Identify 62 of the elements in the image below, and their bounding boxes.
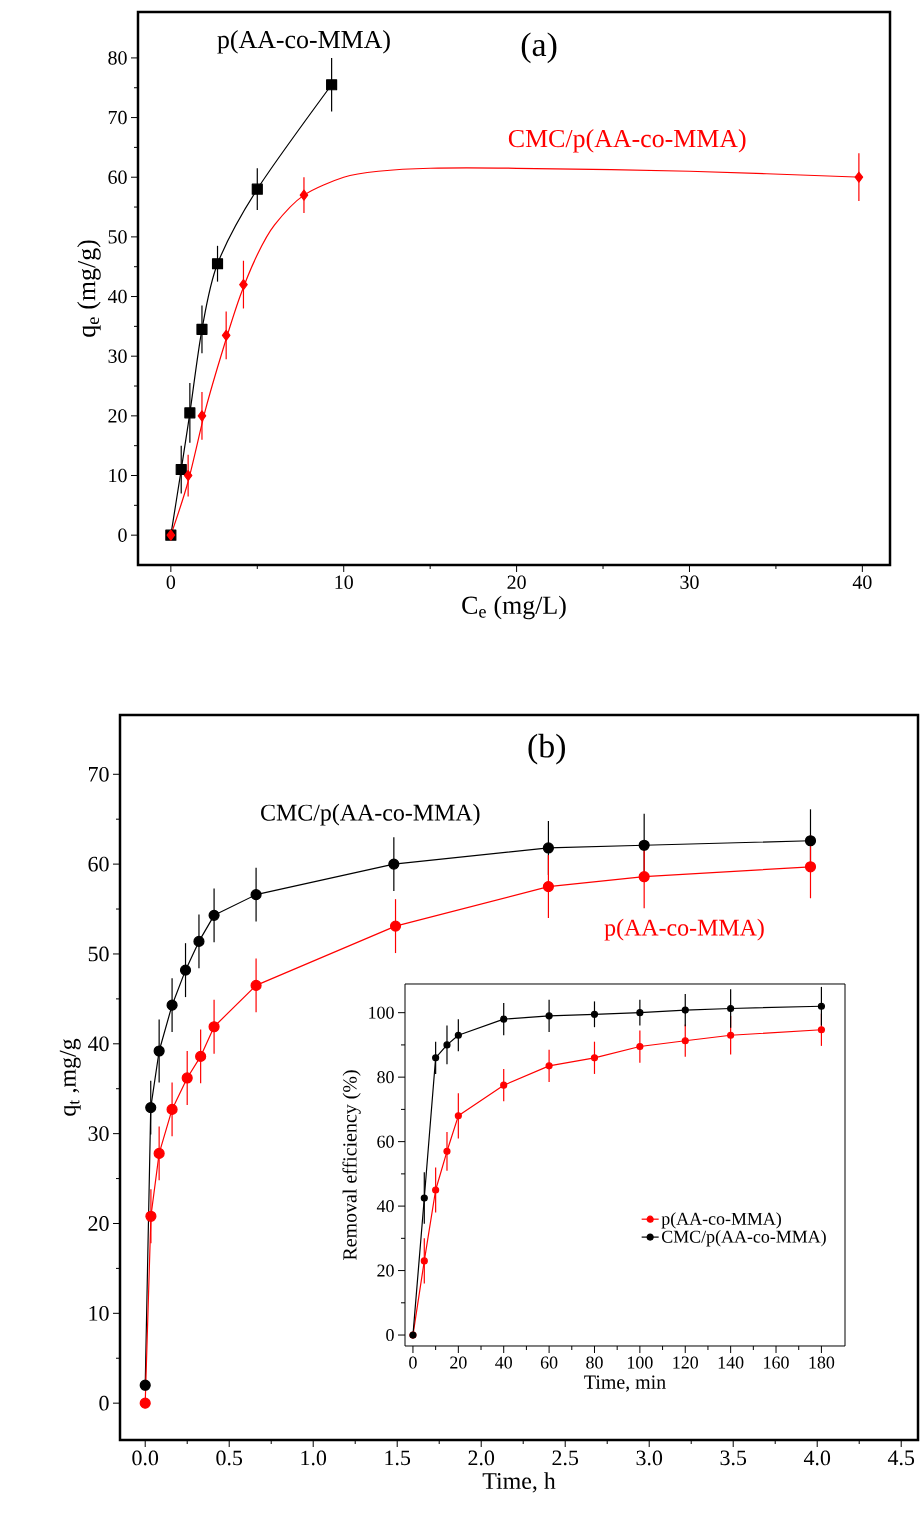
x-tick-label: 40 [852, 575, 872, 589]
x-tick-label: 0.0 [132, 1450, 159, 1466]
y-tick-label: 20 [88, 1216, 109, 1231]
y-tick-label: 60 [377, 1135, 394, 1148]
y-tick-label: 0 [386, 1328, 394, 1342]
x-tick-label: 30 [680, 575, 699, 589]
legend-label: p(AA-co-MMA) [661, 1212, 781, 1229]
series-label: p(AA-co-MMA) [604, 918, 764, 941]
y-tick-label: 40 [87, 1036, 109, 1052]
y-tick-label: 70 [89, 766, 109, 782]
x-tick-label: 1.5 [385, 1450, 411, 1466]
x-axis-title: Time, h [482, 1472, 556, 1493]
y-axis-title: Removal efficiency (%) [342, 1070, 361, 1260]
y-axis-title: q$_{e}$ (mg/g) [77, 240, 101, 337]
y-tick-label: 80 [377, 1071, 394, 1084]
x-tick-label: 140 [718, 1356, 744, 1369]
x-tick-label: 160 [764, 1356, 789, 1369]
y-tick-label: 20 [377, 1264, 394, 1277]
y-tick-label: 30 [108, 349, 127, 363]
y-tick-label: 60 [88, 856, 109, 872]
x-tick-label: 3.0 [636, 1450, 663, 1466]
x-tick-label: 0.5 [216, 1450, 243, 1466]
annotation: (b) [528, 733, 565, 765]
x-tick-label: 80 [586, 1356, 603, 1369]
y-tick-label: 10 [89, 1305, 109, 1321]
y-tick-label: 70 [108, 110, 127, 125]
y-tick-label: 50 [108, 230, 127, 244]
text: CMC/p(AA-co-MMA) [508, 129, 746, 153]
x-tick-label: 20 [507, 575, 526, 589]
legend-label: CMC/p(AA-co-MMA) [661, 1230, 826, 1247]
x-tick-label: 180 [809, 1356, 835, 1369]
y-tick-label: 20 [108, 409, 127, 423]
x-tick-label: 4.0 [803, 1450, 831, 1466]
x-tick-label: 10 [335, 575, 353, 589]
y-tick-label: 100 [369, 1006, 394, 1019]
x-tick-label: 3.5 [720, 1450, 747, 1466]
x-tick-label: 4.5 [887, 1450, 915, 1466]
y-tick-label: 30 [88, 1126, 109, 1142]
x-tick-label: 2.0 [468, 1450, 495, 1466]
y-tick-label: 50 [88, 946, 109, 962]
annotation: (a) [521, 32, 557, 64]
y-tick-label: 10 [109, 468, 127, 483]
x-tick-label: 2.5 [552, 1450, 579, 1466]
y-tick-label: 40 [107, 289, 127, 304]
series-label: p(AA-co-MMA) [217, 30, 390, 54]
x-tick-label: 20 [450, 1356, 467, 1369]
x-tick-label: 0 [166, 575, 176, 589]
y-tick-label: 0 [118, 528, 127, 542]
x-axis-title: Time, min [584, 1375, 666, 1392]
series-label: CMC/p(AA-co-MMA) [261, 803, 480, 826]
x-tick-label: 100 [628, 1356, 653, 1369]
y-tick-label: 80 [108, 51, 127, 65]
y-tick-label: 60 [108, 170, 127, 184]
y-axis-title: q$_{t}$ ,mg/g [59, 1038, 81, 1116]
x-tick-label: 0 [409, 1356, 417, 1369]
x-tick-label: 60 [540, 1356, 558, 1369]
x-tick-label: 40 [495, 1356, 512, 1369]
x-tick-label: 120 [673, 1356, 699, 1369]
y-tick-label: 0 [99, 1395, 109, 1411]
x-axis-title: C$_{e}$ (mg/L) [462, 595, 566, 620]
x-tick-label: 1.0 [301, 1450, 327, 1466]
y-tick-label: 40 [376, 1200, 394, 1213]
